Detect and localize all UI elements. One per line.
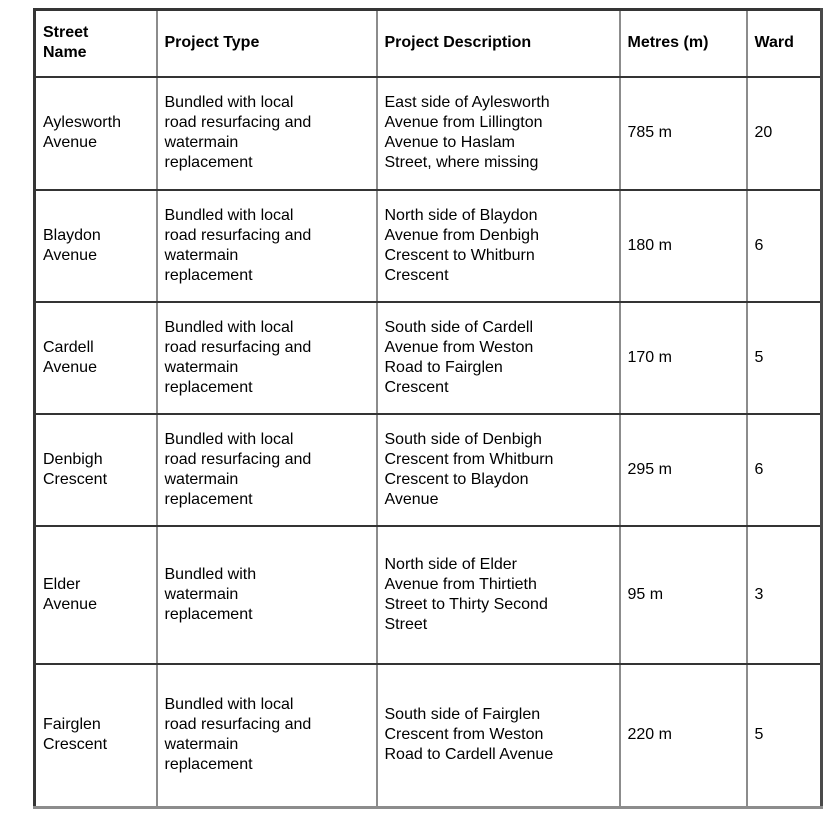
column-header-project-type: Project Type	[155, 8, 378, 78]
table-row: Aylesworth Avenue Bundled with local roa…	[33, 75, 823, 191]
table-row: Denbigh Crescent Bundled with local road…	[33, 412, 823, 527]
metres-cell: 295 m	[618, 412, 748, 527]
metres-cell: 785 m	[618, 75, 748, 191]
street-name-cell: Blaydon Avenue	[33, 188, 158, 303]
column-header-ward: Ward	[745, 8, 823, 78]
project-description-cell: South side of Fairglen Crescent from Wes…	[375, 662, 621, 809]
project-description-cell: North side of Elder Avenue from Thirtiet…	[375, 524, 621, 665]
ward-cell: 6	[745, 188, 823, 303]
street-projects-table: Street Name Project Type Project Descrip…	[33, 8, 823, 809]
project-type-cell: Bundled with local road resurfacing and …	[155, 75, 378, 191]
column-header-metres: Metres (m)	[618, 8, 748, 78]
project-description-cell: South side of Cardell Avenue from Weston…	[375, 300, 621, 415]
metres-cell: 180 m	[618, 188, 748, 303]
street-name-cell: Elder Avenue	[33, 524, 158, 665]
table-row: Cardell Avenue Bundled with local road r…	[33, 300, 823, 415]
column-header-street-name: Street Name	[33, 8, 158, 78]
street-name-cell: Denbigh Crescent	[33, 412, 158, 527]
ward-cell: 5	[745, 300, 823, 415]
table-row: Blaydon Avenue Bundled with local road r…	[33, 188, 823, 303]
project-type-cell: Bundled with watermain replacement	[155, 524, 378, 665]
ward-cell: 5	[745, 662, 823, 809]
project-description-cell: South side of Denbigh Crescent from Whit…	[375, 412, 621, 527]
column-header-project-description: Project Description	[375, 8, 621, 78]
project-type-cell: Bundled with local road resurfacing and …	[155, 300, 378, 415]
ward-cell: 6	[745, 412, 823, 527]
street-projects-table-container: Street Name Project Type Project Descrip…	[33, 8, 823, 809]
ward-cell: 20	[745, 75, 823, 191]
project-type-cell: Bundled with local road resurfacing and …	[155, 412, 378, 527]
table-header-row: Street Name Project Type Project Descrip…	[33, 8, 823, 78]
table-row: Elder Avenue Bundled with watermain repl…	[33, 524, 823, 665]
ward-cell: 3	[745, 524, 823, 665]
street-name-cell: Fairglen Crescent	[33, 662, 158, 809]
metres-cell: 95 m	[618, 524, 748, 665]
metres-cell: 170 m	[618, 300, 748, 415]
street-name-cell: Cardell Avenue	[33, 300, 158, 415]
table-row: Fairglen Crescent Bundled with local roa…	[33, 662, 823, 809]
metres-cell: 220 m	[618, 662, 748, 809]
street-name-cell: Aylesworth Avenue	[33, 75, 158, 191]
project-type-cell: Bundled with local road resurfacing and …	[155, 662, 378, 809]
project-description-cell: North side of Blaydon Avenue from Denbig…	[375, 188, 621, 303]
project-type-cell: Bundled with local road resurfacing and …	[155, 188, 378, 303]
project-description-cell: East side of Aylesworth Avenue from Lill…	[375, 75, 621, 191]
